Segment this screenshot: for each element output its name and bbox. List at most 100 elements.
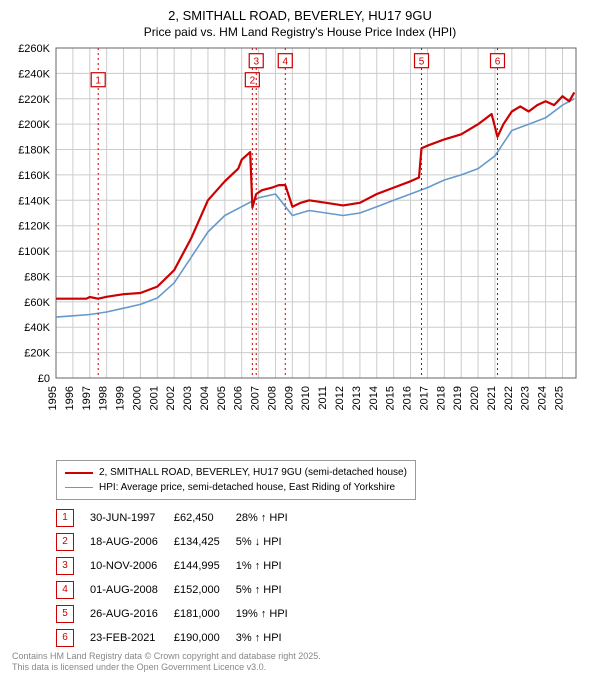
tx-delta: 3% ↑ HPI (236, 626, 304, 650)
legend: 2, SMITHALL ROAD, BEVERLEY, HU17 9GU (se… (56, 460, 416, 500)
svg-text:2019: 2019 (452, 386, 464, 410)
svg-text:2010: 2010 (300, 386, 312, 410)
footer: Contains HM Land Registry data © Crown c… (12, 651, 321, 674)
svg-text:2008: 2008 (266, 386, 278, 410)
tx-delta: 1% ↑ HPI (236, 554, 304, 578)
chart-title-line1: 2, SMITHALL ROAD, BEVERLEY, HU17 9GU (0, 8, 600, 25)
svg-text:£180K: £180K (18, 145, 50, 157)
tx-price: £152,000 (174, 578, 236, 602)
transaction-marker: 1 (56, 509, 74, 527)
svg-text:2024: 2024 (537, 386, 549, 410)
tx-date: 23-FEB-2021 (90, 626, 174, 650)
svg-text:2018: 2018 (435, 386, 447, 410)
transaction-marker: 5 (56, 605, 74, 623)
svg-text:2014: 2014 (368, 386, 380, 410)
tx-price: £181,000 (174, 602, 236, 626)
legend-row: HPI: Average price, semi-detached house,… (65, 480, 407, 495)
svg-text:1999: 1999 (115, 386, 127, 410)
footer-line1: Contains HM Land Registry data © Crown c… (12, 651, 321, 663)
svg-text:2025: 2025 (553, 386, 565, 410)
table-row: 2 18-AUG-2006£134,4255% ↓ HPI (56, 530, 304, 554)
svg-text:2005: 2005 (216, 386, 228, 410)
tx-date: 01-AUG-2008 (90, 578, 174, 602)
footer-line2: This data is licensed under the Open Gov… (12, 662, 321, 674)
tx-marker-cell: 1 (56, 506, 90, 530)
transaction-marker: 3 (56, 557, 74, 575)
tx-marker-cell: 6 (56, 626, 90, 650)
table-row: 6 23-FEB-2021£190,0003% ↑ HPI (56, 626, 304, 650)
svg-text:2001: 2001 (148, 386, 160, 410)
svg-text:1: 1 (95, 76, 101, 87)
svg-text:2007: 2007 (250, 386, 262, 410)
transaction-marker: 4 (56, 581, 74, 599)
svg-text:2015: 2015 (385, 386, 397, 410)
svg-text:6: 6 (495, 57, 501, 68)
svg-text:£260K: £260K (18, 44, 50, 55)
svg-text:2003: 2003 (182, 386, 194, 410)
svg-text:£40K: £40K (24, 322, 50, 334)
legend-swatch (65, 472, 93, 474)
tx-price: £134,425 (174, 530, 236, 554)
tx-date: 26-AUG-2016 (90, 602, 174, 626)
tx-delta: 5% ↓ HPI (236, 530, 304, 554)
svg-text:£140K: £140K (18, 195, 50, 207)
tx-date: 18-AUG-2006 (90, 530, 174, 554)
tx-date: 30-JUN-1997 (90, 506, 174, 530)
table-row: 1 30-JUN-1997£62,45028% ↑ HPI (56, 506, 304, 530)
table-row: 5 26-AUG-2016£181,00019% ↑ HPI (56, 602, 304, 626)
svg-text:2022: 2022 (503, 386, 515, 410)
svg-text:3: 3 (253, 57, 259, 68)
svg-text:£0: £0 (38, 373, 50, 385)
svg-text:1998: 1998 (98, 386, 110, 410)
tx-marker-cell: 2 (56, 530, 90, 554)
transaction-marker: 2 (56, 533, 74, 551)
svg-text:£200K: £200K (18, 119, 50, 131)
svg-text:2002: 2002 (165, 386, 177, 410)
svg-text:4: 4 (282, 57, 288, 68)
chart-svg: £0 £20K £40K £60K £80K £100K £120K £140K £160K £1… (8, 44, 592, 454)
svg-text:£240K: £240K (18, 68, 50, 80)
svg-text:2004: 2004 (199, 386, 211, 410)
svg-text:£80K: £80K (24, 271, 50, 283)
chart-title-block: 2, SMITHALL ROAD, BEVERLEY, HU17 9GU Pri… (0, 0, 600, 40)
svg-text:£20K: £20K (24, 348, 50, 360)
legend-label: 2, SMITHALL ROAD, BEVERLEY, HU17 9GU (se… (99, 465, 407, 480)
tx-price: £190,000 (174, 626, 236, 650)
transactions-table: 1 30-JUN-1997£62,45028% ↑ HPI 2 18-AUG-2006… (56, 506, 304, 650)
svg-text:5: 5 (419, 57, 425, 68)
table-row: 4 01-AUG-2008£152,0005% ↑ HPI (56, 578, 304, 602)
tx-marker-cell: 4 (56, 578, 90, 602)
tx-delta: 19% ↑ HPI (236, 602, 304, 626)
svg-text:2021: 2021 (486, 386, 498, 410)
transaction-marker: 6 (56, 629, 74, 647)
tx-price: £144,995 (174, 554, 236, 578)
svg-text:£100K: £100K (18, 246, 50, 258)
svg-text:£160K: £160K (18, 170, 50, 182)
tx-date: 10-NOV-2006 (90, 554, 174, 578)
svg-text:2: 2 (250, 76, 256, 87)
legend-label: HPI: Average price, semi-detached house,… (99, 480, 395, 495)
tx-marker-cell: 5 (56, 602, 90, 626)
tx-delta: 28% ↑ HPI (236, 506, 304, 530)
svg-text:2023: 2023 (520, 386, 532, 410)
svg-text:£220K: £220K (18, 94, 50, 106)
tx-price: £62,450 (174, 506, 236, 530)
svg-text:1997: 1997 (81, 386, 93, 410)
svg-text:1996: 1996 (64, 386, 76, 410)
svg-text:2013: 2013 (351, 386, 363, 410)
page-root: 2, SMITHALL ROAD, BEVERLEY, HU17 9GU Pri… (0, 0, 600, 680)
svg-text:£60K: £60K (24, 297, 50, 309)
table-row: 3 10-NOV-2006£144,9951% ↑ HPI (56, 554, 304, 578)
svg-text:£120K: £120K (18, 221, 50, 233)
svg-text:2012: 2012 (334, 386, 346, 410)
tx-marker-cell: 3 (56, 554, 90, 578)
svg-text:2020: 2020 (469, 386, 481, 410)
chart-area: £0 £20K £40K £60K £80K £100K £120K £140K £160K £1… (8, 44, 592, 454)
svg-text:2016: 2016 (402, 386, 414, 410)
svg-text:2006: 2006 (233, 386, 245, 410)
legend-row: 2, SMITHALL ROAD, BEVERLEY, HU17 9GU (se… (65, 465, 407, 480)
tx-delta: 5% ↑ HPI (236, 578, 304, 602)
legend-swatch (65, 487, 93, 488)
svg-text:2017: 2017 (418, 386, 430, 410)
svg-text:2009: 2009 (283, 386, 295, 410)
